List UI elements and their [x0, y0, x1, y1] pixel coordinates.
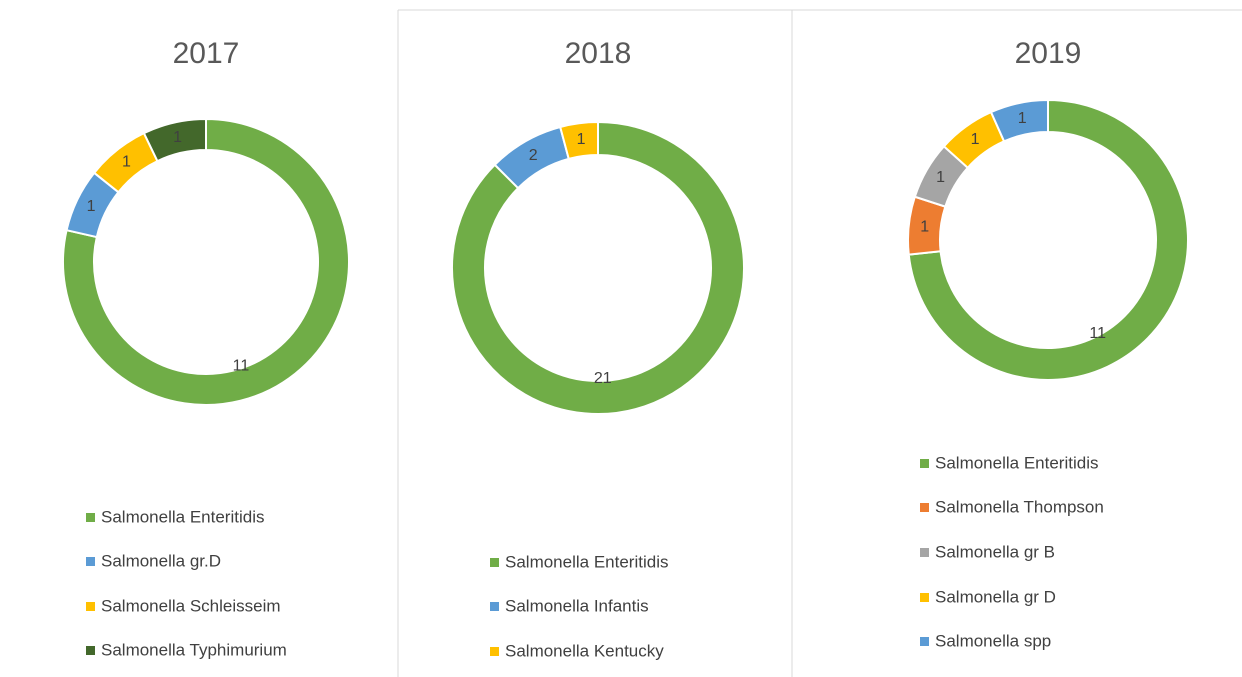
- legend-marker: [86, 646, 95, 655]
- data-label: 1: [577, 131, 586, 148]
- legend-marker: [86, 602, 95, 611]
- legend-marker: [920, 459, 929, 468]
- data-label: 11: [1089, 325, 1106, 342]
- donut-slice: [142, 117, 207, 163]
- chart-title: 2017: [173, 37, 240, 70]
- legend-marker: [490, 558, 499, 567]
- legend-label: Salmonella gr.D: [101, 551, 221, 570]
- data-label: 1: [87, 198, 96, 215]
- chart-title: 2018: [565, 37, 632, 70]
- legend-marker: [490, 602, 499, 611]
- data-label: 1: [971, 131, 980, 148]
- legend-label: Salmonella Enteritidis: [505, 552, 668, 571]
- legend-label: Salmonella gr D: [935, 587, 1056, 606]
- data-label: 1: [1018, 110, 1027, 127]
- legend-label: Salmonella Schleisseim: [101, 596, 281, 615]
- legend-marker: [920, 593, 929, 602]
- donut-slice: [907, 98, 1189, 381]
- data-label: 1: [173, 129, 182, 146]
- chart-title: 2019: [1015, 37, 1082, 70]
- donut-slice: [558, 120, 599, 161]
- data-label: 21: [594, 370, 612, 387]
- legend-marker: [86, 513, 95, 522]
- legend-label: Salmonella Infantis: [505, 596, 649, 615]
- legend-marker: [86, 557, 95, 566]
- donut-slice: [451, 120, 745, 415]
- legend-marker: [920, 548, 929, 557]
- legend-marker: [490, 647, 499, 656]
- data-label: 1: [936, 169, 945, 186]
- donut-slice: [62, 117, 350, 406]
- legend-label: Salmonella Typhimurium: [101, 640, 287, 659]
- legend-label: Salmonella Enteritidis: [935, 453, 1098, 472]
- data-label: 1: [122, 154, 131, 171]
- data-label: 11: [233, 358, 250, 375]
- legend-label: Salmonella spp: [935, 631, 1051, 650]
- donut-slice: [989, 98, 1049, 143]
- legend-label: Salmonella gr B: [935, 542, 1055, 561]
- data-label: 2: [529, 147, 538, 164]
- legend-label: Salmonella Thompson: [935, 497, 1104, 516]
- legend-marker: [920, 503, 929, 512]
- legend-label: Salmonella Enteritidis: [101, 507, 264, 526]
- data-label: 1: [920, 218, 929, 235]
- legend-marker: [920, 637, 929, 646]
- legend-label: Salmonella Kentucky: [505, 641, 664, 660]
